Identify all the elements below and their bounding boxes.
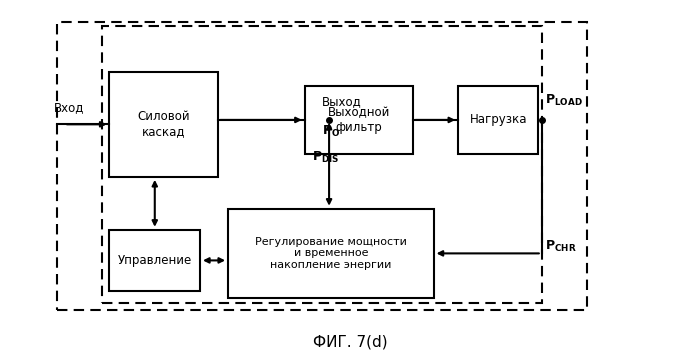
Text: ФИГ. 7(d): ФИГ. 7(d) xyxy=(313,334,387,349)
Text: $\mathbf{P_{DIS}}$: $\mathbf{P_{DIS}}$ xyxy=(312,150,339,165)
Text: Управление: Управление xyxy=(118,254,192,267)
Bar xyxy=(304,86,413,154)
Bar xyxy=(109,230,200,291)
Bar xyxy=(458,86,538,154)
Bar xyxy=(109,72,218,177)
Text: Силовой
каскад: Силовой каскад xyxy=(137,110,190,138)
Text: Выход: Выход xyxy=(322,95,362,108)
Text: $\mathbf{P_{LOAD}}$: $\mathbf{P_{LOAD}}$ xyxy=(545,92,583,108)
Bar xyxy=(57,22,587,310)
Text: Регулирование мощности
и временное
накопление энергии: Регулирование мощности и временное накоп… xyxy=(255,237,407,270)
Bar xyxy=(228,209,434,298)
Text: Нагрузка: Нагрузка xyxy=(470,113,527,126)
Text: Выходной
фильтр: Выходной фильтр xyxy=(328,106,390,134)
Text: $\mathbf{P_O}$: $\mathbf{P_O}$ xyxy=(322,124,340,138)
Text: Вход: Вход xyxy=(54,101,84,114)
Bar xyxy=(102,26,542,303)
Text: $\mathbf{P_{CHR}}$: $\mathbf{P_{CHR}}$ xyxy=(545,239,577,255)
